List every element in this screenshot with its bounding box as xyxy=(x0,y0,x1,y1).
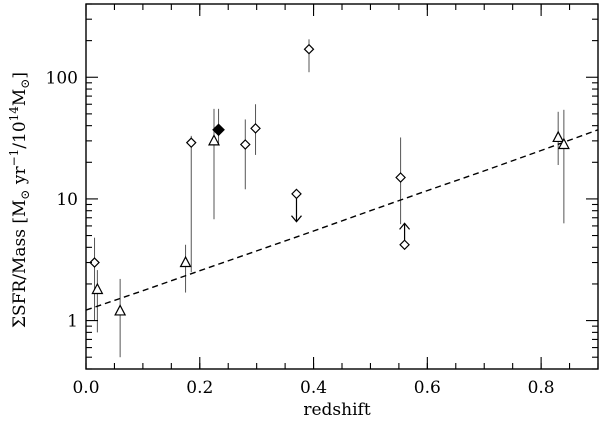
y-label-m2: M xyxy=(10,89,30,106)
upper-limit-arrow xyxy=(291,215,302,223)
x-tick-label: 0.6 xyxy=(414,378,441,398)
plot-frame xyxy=(85,3,599,370)
x-tick-label: 0.2 xyxy=(186,378,213,398)
triangle-marker xyxy=(114,304,127,316)
diamond-marker xyxy=(239,139,251,150)
triangle-marker xyxy=(557,137,570,150)
y-label-exp2: 14 xyxy=(7,106,21,122)
diamond-marker xyxy=(291,188,302,200)
x-tick-label: 0.4 xyxy=(300,378,327,398)
triangle-marker xyxy=(208,134,220,146)
y-axis-label: ΣSFR/Mass [M⊙ yr−1/1014M⊙] xyxy=(7,72,32,328)
triangle-marker xyxy=(179,255,192,268)
y-label-yr: yr xyxy=(10,166,30,190)
x-axis-label: redshift xyxy=(303,400,370,420)
y-tick-label: 100 xyxy=(46,68,78,88)
y-tick-label: 1 xyxy=(67,312,78,332)
filled-diamond-marker xyxy=(212,123,225,137)
diamond-marker xyxy=(89,257,100,268)
y-label-sun1: ⊙ xyxy=(18,190,32,200)
y-label-sun2: ⊙ xyxy=(18,79,32,89)
triangle-marker xyxy=(552,130,565,143)
y-label-prefix: ΣSFR/Mass [M xyxy=(10,200,30,328)
y-label-suffix: ] xyxy=(10,72,30,79)
diamond-marker xyxy=(399,239,410,251)
x-tick-label: 0.8 xyxy=(528,378,555,398)
y-tick-label: 10 xyxy=(56,190,78,210)
diamond-marker xyxy=(395,172,406,183)
diamond-marker xyxy=(185,137,197,149)
triangle-marker xyxy=(91,282,104,295)
axis-ticks: 0.0 0.2 0.4 0.6 0.8 1 10 100 xyxy=(46,3,599,398)
y-label-exp1: −1 xyxy=(7,149,21,167)
error-bars xyxy=(94,39,565,358)
diamond-marker xyxy=(303,43,315,55)
data-markers xyxy=(89,43,570,316)
x-tick-label: 0.0 xyxy=(72,378,99,398)
dashed-fit-line xyxy=(85,129,599,311)
y-label-mid: /10 xyxy=(10,121,30,148)
lower-limit-arrow xyxy=(399,222,411,230)
diamond-marker xyxy=(250,123,261,134)
